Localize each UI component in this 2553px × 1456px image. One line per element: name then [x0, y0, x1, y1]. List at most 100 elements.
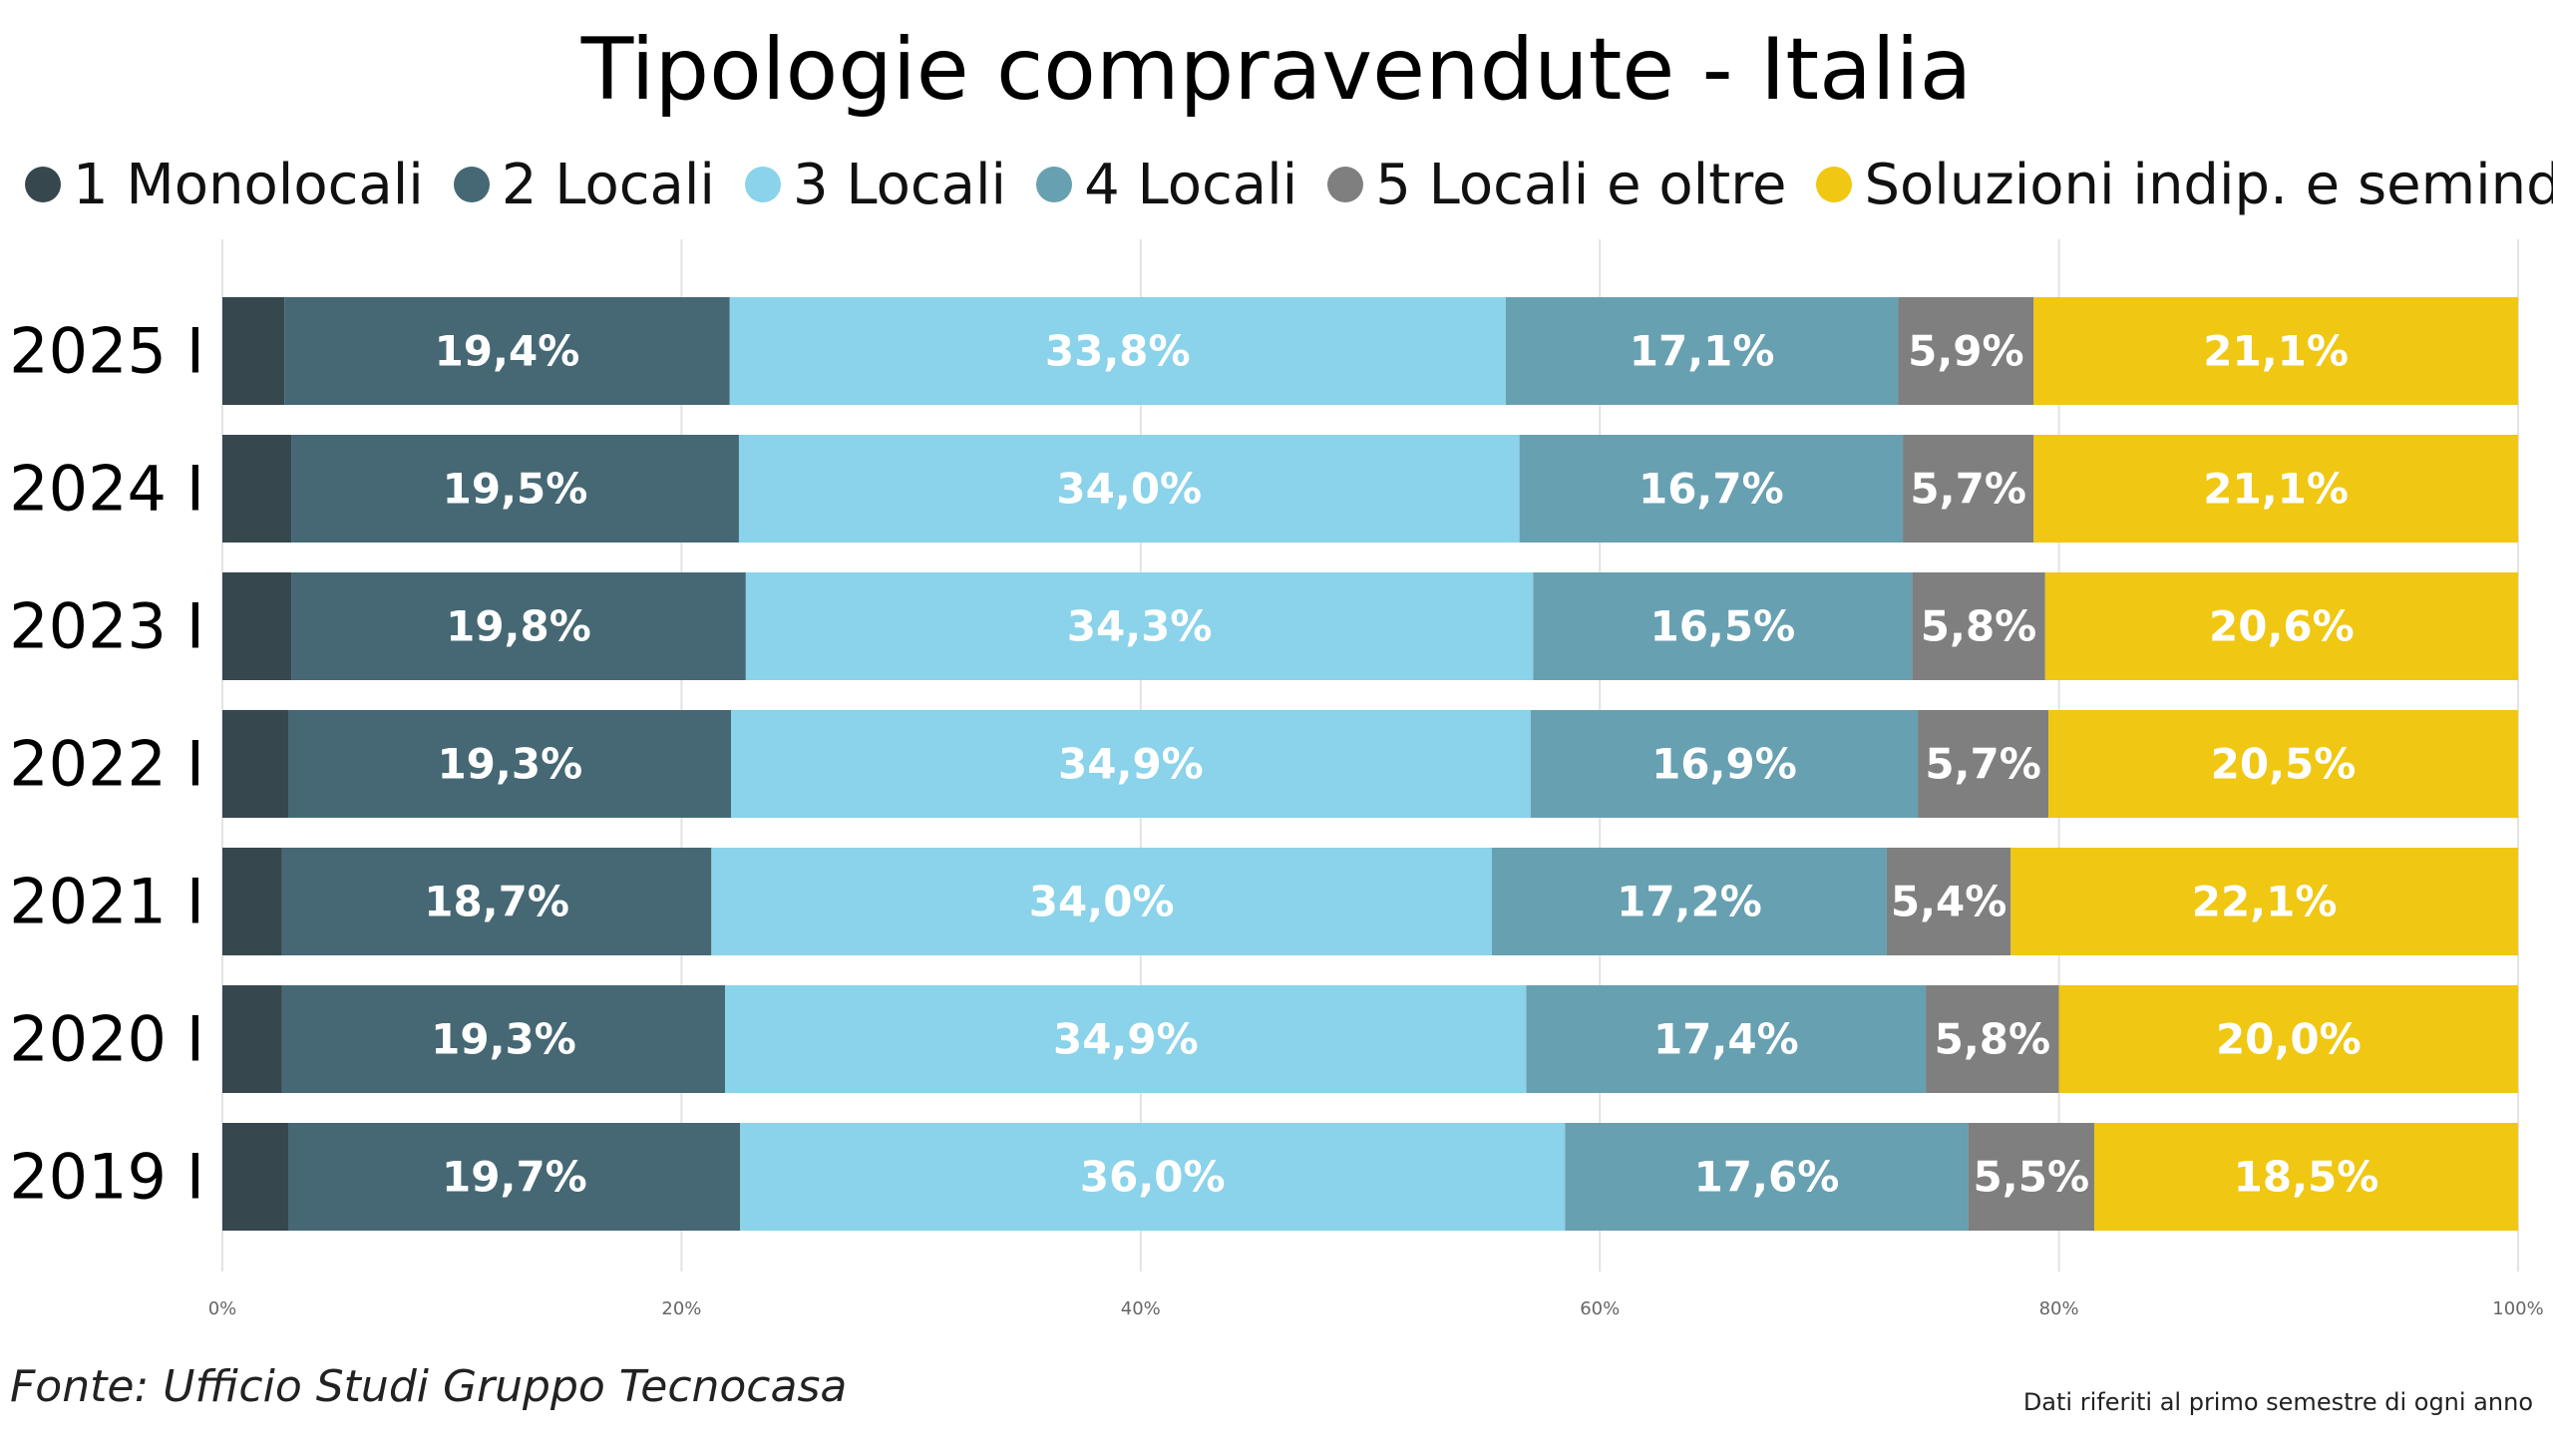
x-tick-label: 100%: [2492, 1298, 2543, 1319]
legend-item: 1 Monolocali: [25, 153, 424, 217]
y-category-label: 2020 I: [9, 1003, 204, 1076]
x-tick-label: 20%: [661, 1298, 701, 1319]
data-label: 36,0%: [1080, 1153, 1226, 1202]
data-label: 20,0%: [2216, 1015, 2362, 1064]
y-category-label: 2024 I: [9, 453, 204, 526]
bar-segment: [288, 710, 732, 818]
legend-label: Soluzioni indip. e semindip.: [1864, 152, 2553, 217]
data-label: 21,1%: [2203, 465, 2349, 514]
legend-marker: [1327, 167, 1364, 202]
data-label: 19,8%: [446, 602, 591, 651]
legend-item: Soluzioni indip. e semindip.: [1816, 153, 2553, 217]
bar-segment: [2033, 297, 2518, 405]
data-label: 5,5%: [1974, 1153, 2089, 1202]
bar-segment: [1565, 1123, 1969, 1231]
data-label: 18,5%: [2234, 1153, 2379, 1202]
bar-segment: [288, 1123, 741, 1231]
x-tick-label: 40%: [1121, 1298, 1161, 1319]
bar-segment: [2033, 435, 2518, 543]
bar-segment: [1968, 1123, 2094, 1231]
bar-segment: [222, 297, 285, 405]
data-label: 5,7%: [1910, 465, 2025, 514]
legend-marker: [744, 167, 781, 202]
data-label: 19,3%: [431, 1015, 576, 1064]
data-label: 34,0%: [1029, 878, 1175, 926]
data-label: 19,7%: [442, 1153, 587, 1202]
data-label: 19,4%: [435, 327, 580, 376]
data-label: 5,8%: [1935, 1015, 2050, 1064]
data-label: 34,3%: [1067, 602, 1213, 651]
legend-label: 2 Locali: [501, 152, 715, 217]
data-label: 21,1%: [2203, 327, 2349, 376]
x-tick-label: 60%: [1580, 1298, 1620, 1319]
y-category-label: 2023 I: [9, 590, 204, 663]
bar-segment: [1926, 985, 2059, 1093]
data-label: 33,8%: [1045, 327, 1191, 376]
bar-segment: [711, 848, 1493, 955]
data-label: 19,5%: [443, 465, 588, 514]
bar-segment: [738, 435, 1520, 543]
y-category-label: 2019 I: [9, 1141, 204, 1214]
bar-segment: [1526, 985, 1927, 1093]
data-label: 5,7%: [1925, 740, 2040, 789]
bar-segment: [281, 848, 712, 955]
bar-segment: [2010, 848, 2518, 955]
bar-segment: [291, 572, 746, 680]
bar-segment: [740, 1123, 1566, 1231]
bar-segment: [1492, 848, 1887, 955]
bar-segment: [2048, 710, 2518, 818]
bar-segment: [1519, 435, 1904, 543]
x-tick-label: 0%: [208, 1298, 237, 1319]
x-tick-label: 80%: [2039, 1298, 2079, 1319]
bar-segment: [222, 572, 292, 680]
bar-segment: [1505, 297, 1899, 405]
bar-segment: [1898, 297, 2034, 405]
data-label: 34,0%: [1056, 465, 1202, 514]
data-label: 16,7%: [1639, 465, 1784, 514]
data-label: 5,9%: [1908, 327, 2023, 376]
legend-label: 3 Locali: [792, 152, 1007, 217]
bar-segment: [222, 435, 292, 543]
legend-marker: [453, 167, 490, 202]
data-label: 17,6%: [1694, 1153, 1840, 1202]
y-category-label: 2025 I: [9, 315, 204, 388]
footnote: Dati riferiti al primo semestre di ogni …: [2022, 1388, 2533, 1416]
legend-item: 4 Locali: [1036, 153, 1297, 217]
bar-segment: [1912, 572, 2045, 680]
legend-item: 2 Locali: [453, 152, 715, 217]
bar-segment: [222, 848, 282, 955]
legend-label: 4 Locali: [1084, 152, 1298, 217]
legend-label: 1 Monolocali: [73, 152, 424, 217]
data-label: 5,8%: [1921, 602, 2036, 651]
bar-segment: [1918, 710, 2049, 818]
y-category-label: 2022 I: [9, 728, 204, 801]
bar-segment: [222, 1123, 289, 1231]
bar-segment: [1886, 848, 2011, 955]
data-label: 17,4%: [1653, 1015, 1799, 1064]
data-label: 34,9%: [1053, 1015, 1199, 1064]
data-label: 17,1%: [1630, 327, 1775, 376]
bar-segment: [2093, 1123, 2518, 1231]
data-label: 18,7%: [424, 878, 569, 926]
bar-segment: [745, 572, 1534, 680]
data-label: 16,9%: [1651, 740, 1797, 789]
source-note: Fonte: Ufficio Studi Gruppo Tecnocasa: [10, 1361, 848, 1412]
data-label: 17,2%: [1617, 878, 1762, 926]
data-label: 16,5%: [1649, 602, 1795, 651]
bar-segment: [1903, 435, 2034, 543]
bar-segment: [222, 985, 282, 1093]
legend-marker: [1036, 167, 1073, 202]
bar-segment: [222, 710, 289, 818]
legend-marker: [1816, 167, 1853, 202]
legend-item: 5 Locali e oltre: [1327, 153, 1786, 217]
chart-title: Tipologie compravendute - Italia: [580, 20, 1973, 120]
bar-segment: [281, 985, 726, 1093]
legend-item: 3 Locali: [744, 152, 1007, 217]
bar-segment: [1530, 710, 1919, 818]
data-label: 19,3%: [437, 740, 582, 789]
y-category-label: 2021 I: [9, 866, 204, 938]
data-label: 5,4%: [1891, 878, 2006, 926]
bar-segment: [2044, 572, 2518, 680]
data-label: 22,1%: [2192, 878, 2338, 926]
